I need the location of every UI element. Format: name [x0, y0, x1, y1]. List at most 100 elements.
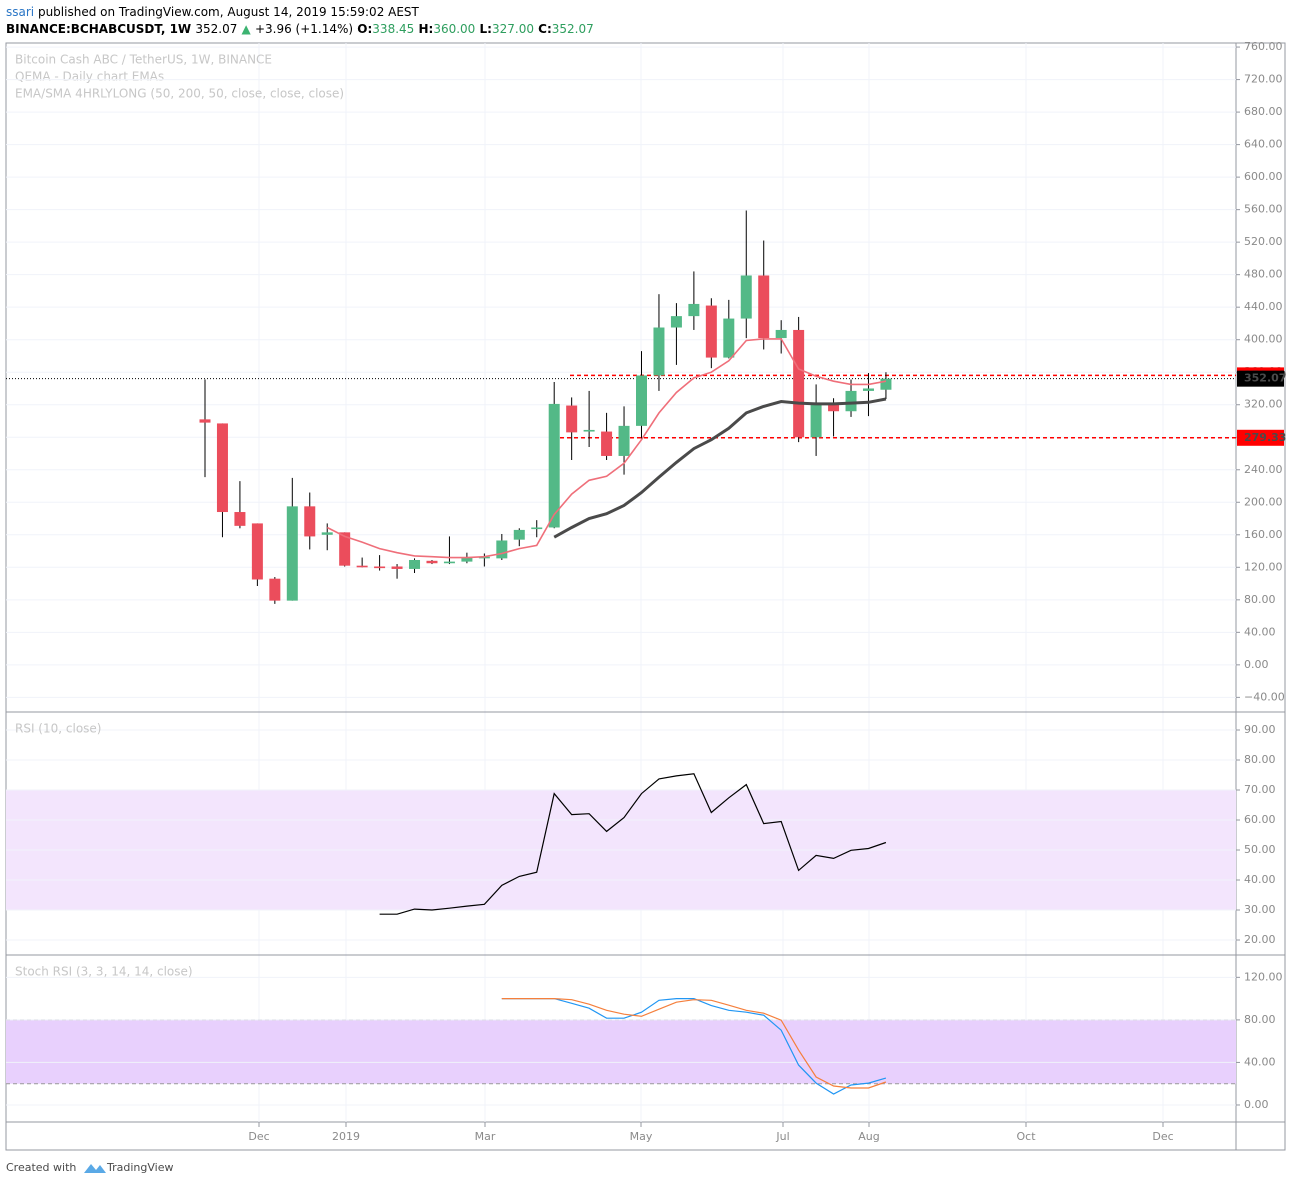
candle-body	[653, 327, 665, 376]
y-tick-label: −40.00	[1244, 690, 1285, 703]
y-tick-label: 120.00	[1244, 970, 1283, 983]
last: 352.07	[195, 22, 237, 36]
candle-body	[880, 378, 892, 390]
candle-body	[583, 429, 595, 432]
published: published on TradingView.com, August 14,…	[38, 5, 420, 19]
candle-body	[286, 506, 298, 601]
candle-body	[723, 318, 735, 358]
indicator-line	[501, 998, 887, 1089]
y-tick-label: 560.00	[1244, 203, 1283, 216]
candle-body	[566, 405, 578, 433]
arrow: ▲	[242, 22, 252, 36]
indicator-line	[326, 338, 887, 559]
y-tick-label: 30.00	[1244, 903, 1276, 916]
candle-body	[199, 419, 211, 423]
symbol-line: BINANCE:BCHABCUSDT, 1W 352.07 ▲ +3.96 (+…	[6, 22, 594, 36]
y-tick-label: 720.00	[1244, 73, 1283, 86]
change: +3.96 (+1.14%)	[255, 22, 353, 36]
y-tick-label: 440.00	[1244, 300, 1283, 313]
footer-brand[interactable]: TradingView	[106, 1161, 173, 1174]
y-tick-label: 40.00	[1244, 873, 1276, 886]
candle-body	[443, 561, 455, 564]
y-tick-label: 40.00	[1244, 1055, 1276, 1068]
y-tick-label: 90.00	[1244, 723, 1276, 736]
y-tick-label: 240.00	[1244, 463, 1283, 476]
c-label: C:	[538, 22, 552, 36]
candle-body	[670, 316, 682, 328]
candle-body	[339, 532, 351, 566]
y-tick-label: 60.00	[1244, 813, 1276, 826]
candle-body	[758, 275, 770, 339]
legend-item: QEMA - Daily chart EMAs	[15, 70, 164, 84]
indicator-line	[501, 998, 887, 1095]
indicator-line	[553, 397, 887, 539]
candle-body	[269, 578, 281, 601]
author[interactable]: ssari	[6, 5, 34, 19]
y-tick-label: 70.00	[1244, 783, 1276, 796]
candle-body	[793, 329, 805, 438]
candle-body	[810, 403, 822, 438]
price-tag	[1237, 429, 1284, 446]
y-tick-label: 80.00	[1244, 1013, 1276, 1026]
candle-body	[216, 423, 228, 513]
y-tick-label: 0.00	[1244, 658, 1269, 671]
candle-body	[234, 512, 246, 526]
candle-body	[321, 532, 333, 535]
candle-body	[775, 329, 787, 339]
price-tag-label: 279.33	[1244, 431, 1286, 444]
y-tick-label: 40.00	[1244, 625, 1276, 638]
candle-body	[688, 303, 700, 317]
y-tick-label: 0.00	[1244, 1098, 1269, 1111]
candle-body	[845, 390, 857, 412]
candle-body	[740, 275, 752, 319]
candle-body	[426, 560, 438, 564]
y-tick-label: 80.00	[1244, 593, 1276, 606]
x-tick-label: 2019	[332, 1130, 360, 1143]
x-tick-label: Aug	[858, 1130, 879, 1143]
candle-body	[391, 566, 403, 569]
x-tick-label: May	[630, 1130, 653, 1143]
candle-body	[461, 557, 473, 562]
candle-body	[478, 556, 490, 559]
candle-body	[636, 375, 647, 426]
band	[6, 1019, 1236, 1084]
y-tick-label: 200.00	[1244, 495, 1283, 508]
x-tick-label: Mar	[475, 1130, 496, 1143]
y-tick-label: 20.00	[1244, 933, 1276, 946]
footer-text: Created with	[6, 1161, 76, 1174]
y-tick-label: 320.00	[1244, 398, 1283, 411]
y-tick-label: 80.00	[1244, 753, 1276, 766]
candle-body	[548, 403, 560, 528]
c-value: 352.07	[552, 22, 594, 36]
candle-body	[356, 565, 368, 568]
y-tick-label: 760.00	[1244, 40, 1283, 53]
x-tick-label: Jul	[775, 1130, 789, 1143]
tv-logo	[84, 1164, 106, 1173]
h-value: 360.00	[433, 22, 475, 36]
y-tick-label: 680.00	[1244, 105, 1283, 118]
x-tick-label: Oct	[1016, 1130, 1036, 1143]
candle-body	[374, 566, 386, 569]
candle-body	[251, 523, 263, 580]
x-tick-label: Dec	[248, 1130, 269, 1143]
candle-body	[513, 529, 525, 540]
candle-body	[601, 431, 613, 456]
pane-title: RSI (10, close)	[15, 722, 101, 736]
candle-body	[409, 559, 421, 569]
indicator-line	[379, 773, 887, 915]
candle-body	[531, 527, 543, 530]
y-tick-label: 520.00	[1244, 235, 1283, 248]
o-value: 338.45	[372, 22, 414, 36]
l-label: L:	[480, 22, 492, 36]
price-tag	[1237, 370, 1284, 387]
y-tick-label: 600.00	[1244, 170, 1283, 183]
frame	[5, 42, 1286, 1151]
legend-item: EMA/SMA 4HRLYLONG (50, 200, 50, close, c…	[15, 87, 344, 101]
y-tick-label: 120.00	[1244, 560, 1283, 573]
y-tick-label: 160.00	[1244, 528, 1283, 541]
candle-body	[828, 403, 840, 412]
o-label: O:	[357, 22, 372, 36]
pane-title: Stoch RSI (3, 3, 14, 14, close)	[15, 965, 193, 979]
y-tick-label: 640.00	[1244, 138, 1283, 151]
